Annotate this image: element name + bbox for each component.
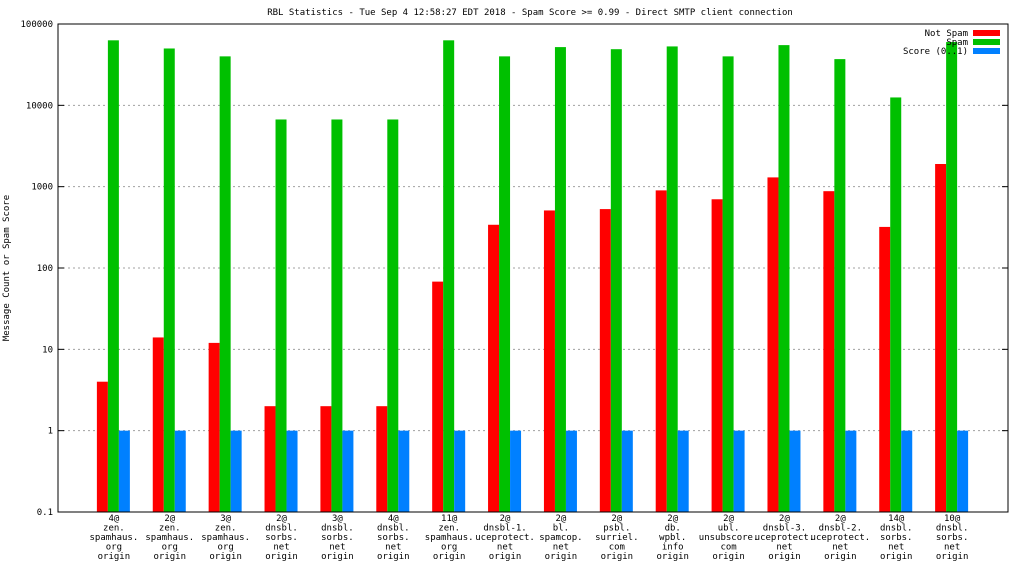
bar-not-spam — [208, 342, 220, 512]
bar-spam — [107, 40, 119, 512]
bar-not-spam — [488, 224, 500, 512]
bar-not-spam — [152, 337, 164, 512]
x-tick-label: 3@ dnsbl. sorbs. net origin — [321, 514, 354, 562]
bar-score-0-1 — [510, 430, 522, 512]
legend-label: Not Spam — [925, 29, 968, 39]
bar-not-spam — [935, 163, 947, 513]
bar-spam — [666, 46, 678, 512]
x-tick-label: 10@ dnsbl. sorbs. net origin — [936, 514, 969, 562]
y-tick-label: 100000 — [20, 20, 53, 30]
y-axis-label: Message Count or Spam Score — [2, 195, 12, 341]
bar-spam — [890, 97, 902, 512]
bar-spam — [834, 59, 846, 512]
grid-lines — [58, 23, 1008, 513]
bar-spam — [331, 119, 343, 512]
bar-score-0-1 — [677, 430, 689, 512]
y-tick-label: 0.1 — [37, 508, 53, 518]
bar-score-0-1 — [230, 430, 242, 512]
bar-spam — [219, 56, 231, 513]
x-tick-label: 2@ zen. spamhaus. org origin — [145, 514, 194, 562]
bar-not-spam — [264, 406, 276, 512]
bar-spam — [275, 119, 287, 512]
bar-score-0-1 — [957, 430, 969, 512]
x-tick-label: 2@ psbl. surriel. com origin — [595, 514, 638, 562]
y-tick-label: 1000 — [31, 183, 53, 193]
bar-not-spam — [655, 190, 667, 512]
bar-not-spam — [711, 199, 723, 512]
x-tick-label: 2@ db. wpbl. info origin — [656, 514, 689, 562]
bars — [96, 40, 969, 513]
bar-spam — [722, 56, 734, 513]
legend-swatch — [973, 39, 1000, 45]
bar-not-spam — [543, 210, 555, 512]
chart-title: RBL Statistics - Tue Sep 4 12:58:27 EDT … — [267, 8, 793, 18]
x-tick-label: 4@ dnsbl. sorbs. net origin — [377, 514, 410, 562]
bar-spam — [443, 40, 455, 512]
x-tick-label: 2@ dnsbl-3. uceprotect. net origin — [755, 514, 815, 562]
bar-not-spam — [767, 177, 779, 512]
bar-spam — [387, 119, 399, 512]
x-tick-label: 11@ zen. spamhaus. org origin — [425, 514, 474, 562]
bar-not-spam — [879, 226, 891, 512]
x-tick-label: 2@ dnsbl. sorbs. net origin — [265, 514, 298, 562]
bar-score-0-1 — [565, 430, 577, 512]
x-tick-label: 3@ zen. spamhaus. org origin — [201, 514, 250, 562]
x-tick-label: 2@ ubl. unsubscore. com origin — [699, 514, 759, 562]
y-tick-label: 100 — [37, 264, 53, 274]
bar-spam — [499, 56, 511, 513]
bar-not-spam — [823, 191, 835, 513]
y-tick-label: 10 — [42, 345, 53, 355]
x-tick-label: 4@ zen. spamhaus. org origin — [89, 514, 138, 562]
y-tick-label: 10000 — [26, 101, 53, 111]
bar-score-0-1 — [901, 430, 913, 512]
bar-spam — [554, 47, 566, 513]
bar-not-spam — [320, 406, 332, 512]
bar-not-spam — [599, 209, 611, 512]
x-tick-label: 2@ dnsbl-1. uceprotect. net origin — [475, 514, 535, 562]
x-tick-label: 2@ dnsbl-2. uceprotect. net origin — [811, 514, 871, 562]
bar-not-spam — [376, 406, 388, 512]
bar-not-spam — [96, 381, 108, 512]
bar-score-0-1 — [733, 430, 745, 512]
bar-score-0-1 — [454, 430, 466, 512]
x-tick-label: 14@ dnsbl. sorbs. net origin — [880, 514, 913, 562]
bar-score-0-1 — [398, 430, 410, 512]
bar-score-0-1 — [845, 430, 857, 512]
plot-frame — [57, 23, 1009, 513]
bar-score-0-1 — [286, 430, 298, 512]
bar-not-spam — [432, 281, 444, 512]
y-tick-label: 1 — [48, 427, 53, 437]
legend-label: Score (0..1) — [903, 47, 968, 57]
legend-swatch — [973, 48, 1000, 54]
legend-label: Spam — [946, 38, 968, 48]
bar-spam — [778, 45, 790, 513]
bar-spam — [163, 48, 175, 513]
bar-score-0-1 — [174, 430, 186, 512]
bar-spam — [946, 42, 958, 512]
legend-swatch — [973, 30, 1000, 36]
x-tick-label: 2@ bl. spamcop. net origin — [539, 514, 582, 562]
y-tick-labels: 0.1 1 10 100 1000 10000 100000 — [20, 20, 53, 518]
bar-score-0-1 — [789, 430, 801, 512]
bar-score-0-1 — [342, 430, 354, 512]
bar-spam — [610, 49, 622, 512]
bar-score-0-1 — [118, 430, 130, 512]
bar-score-0-1 — [621, 430, 633, 512]
